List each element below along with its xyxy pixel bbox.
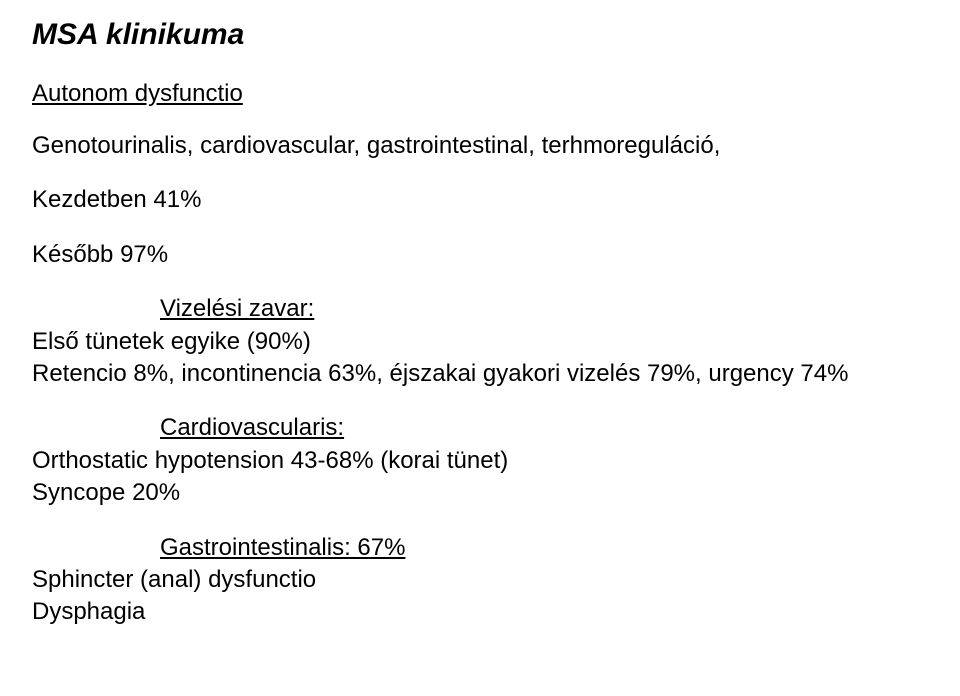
- cardio-heading: Cardiovascularis:: [160, 412, 928, 444]
- autonom-line-1: Genotourinalis, cardiovascular, gastroin…: [32, 130, 928, 162]
- kezdetben-line: Kezdetben 41%: [32, 184, 928, 216]
- gi-line-1: Sphincter (anal) dysfunctio: [32, 564, 928, 596]
- vizelesi-line-2: Retencio 8%, incontinencia 63%, éjszakai…: [32, 358, 928, 390]
- document-page: MSA klinikuma Autonom dysfunctio Genotou…: [0, 0, 960, 629]
- kesobb-line: Később 97%: [32, 239, 928, 271]
- vizelesi-line-1: Első tünetek egyike (90%): [32, 326, 928, 358]
- autonom-heading: Autonom dysfunctio: [32, 80, 928, 108]
- gi-heading: Gastrointestinalis: 67%: [160, 532, 928, 564]
- document-title: MSA klinikuma: [32, 18, 928, 52]
- cardio-line-2: Syncope 20%: [32, 477, 928, 509]
- vizelesi-heading: Vizelési zavar:: [160, 293, 928, 325]
- gi-line-2: Dysphagia: [32, 596, 928, 628]
- cardio-line-1: Orthostatic hypotension 43-68% (korai tü…: [32, 445, 928, 477]
